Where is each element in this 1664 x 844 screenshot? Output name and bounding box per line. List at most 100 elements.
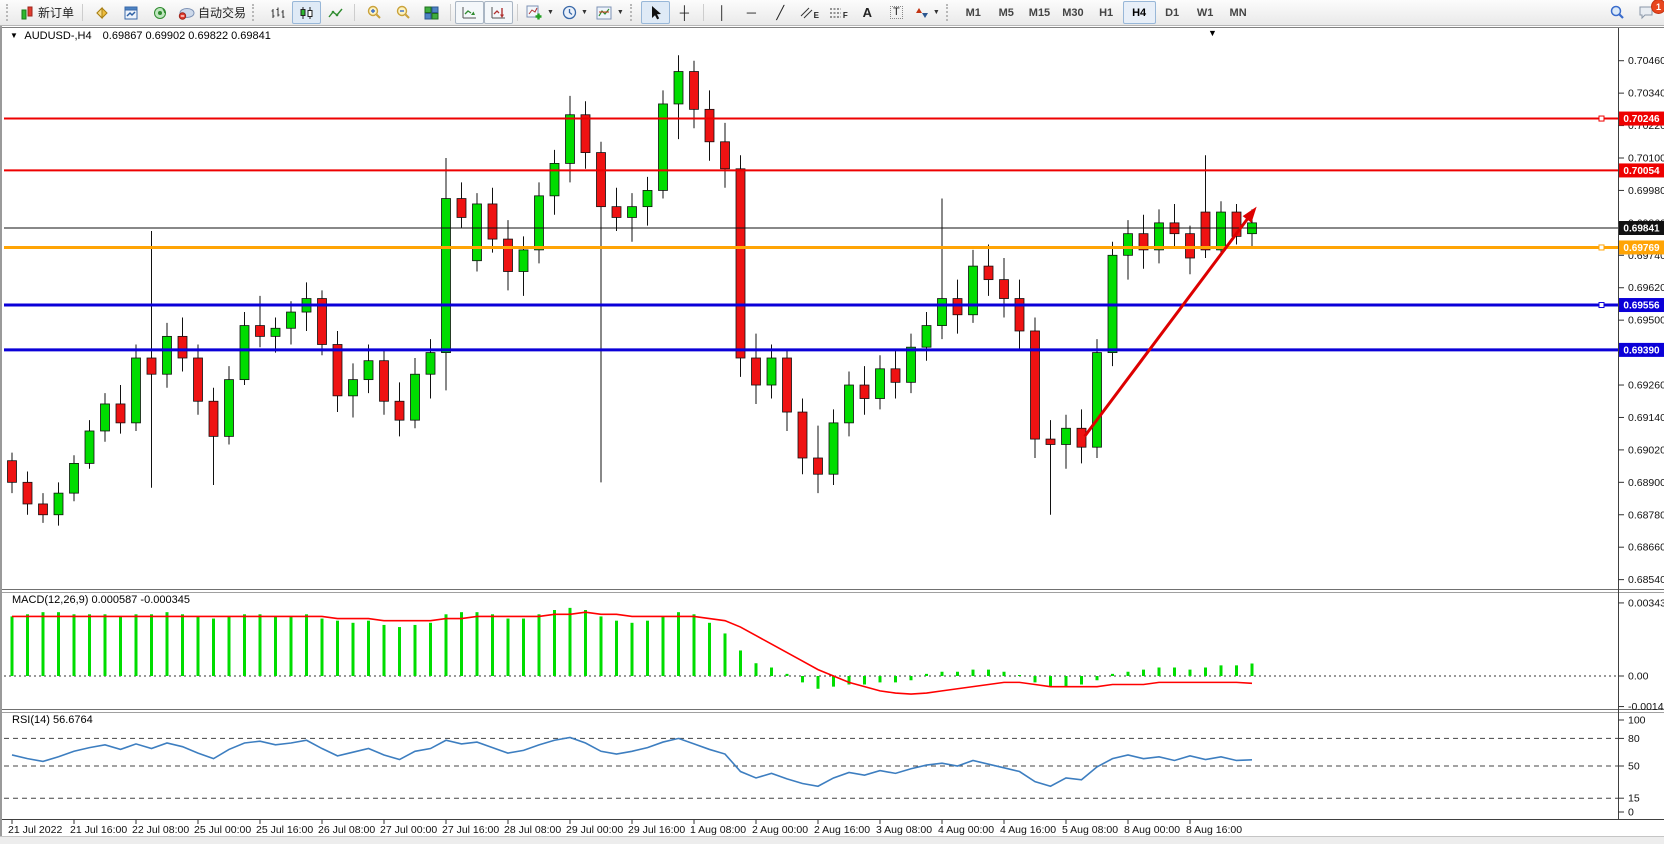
svg-text:0.69556: 0.69556 <box>1623 301 1660 312</box>
auto-trading-label: 自动交易 <box>198 6 247 20</box>
cursor-arrow-icon <box>652 6 662 20</box>
channel-tool-button[interactable]: E <box>795 1 824 24</box>
chart-shift-button[interactable] <box>484 1 514 24</box>
svg-text:0.70100: 0.70100 <box>1628 153 1664 165</box>
timeframe-label: M1 <box>965 6 981 19</box>
toolbar-grip[interactable] <box>6 4 13 21</box>
toolbar-grip[interactable] <box>252 4 259 21</box>
price-chart-canvas[interactable]: 0.704600.703400.702200.701000.699800.698… <box>2 26 1664 836</box>
vertical-line-icon: │ <box>718 5 727 20</box>
svg-text:0.69500: 0.69500 <box>1628 315 1664 327</box>
templates-button[interactable]: ▼ <box>592 1 628 24</box>
rsi-indicator-label: RSI(14) 56.6764 <box>12 714 93 726</box>
trendline-icon: ╱ <box>776 5 785 20</box>
cursor-tool-button[interactable] <box>640 1 670 24</box>
notifications-button[interactable]: 1 <box>1631 0 1664 24</box>
notification-badge: 1 <box>1651 0 1664 14</box>
timeframe-d1-button[interactable]: D1 <box>1156 1 1189 24</box>
bar-chart-icon <box>271 7 285 18</box>
search-button[interactable] <box>1602 1 1631 24</box>
svg-text:8 Aug 00:00: 8 Aug 00:00 <box>1124 824 1180 836</box>
crosshair-tool-button[interactable]: ┼ <box>670 1 699 24</box>
svg-text:0.69260: 0.69260 <box>1628 380 1664 392</box>
timeframe-mn-button[interactable]: MN <box>1222 1 1255 24</box>
chart-collapse-triangle-icon[interactable]: ▼ <box>10 31 18 40</box>
svg-text:0.00: 0.00 <box>1628 671 1649 683</box>
candlestick-mode-button[interactable] <box>292 1 322 24</box>
auto-trading-button[interactable]: 自动交易 <box>174 1 250 24</box>
separator <box>450 4 452 21</box>
timeframe-label: M15 <box>1028 6 1051 19</box>
channel-sub-label: E <box>813 11 820 20</box>
timeframe-label: W1 <box>1196 6 1214 19</box>
chart-title: ▼ AUDUSD-,H4 0.69867 0.69902 0.69822 0.6… <box>10 30 271 42</box>
bar-chart-mode-button[interactable] <box>263 1 292 24</box>
text-tool-button[interactable]: A <box>853 1 882 24</box>
zoom-out-icon <box>396 5 410 19</box>
signals-button[interactable] <box>145 1 174 24</box>
separator <box>82 4 84 21</box>
svg-text:0.69140: 0.69140 <box>1628 412 1664 424</box>
line-chart-mode-button[interactable] <box>321 1 350 24</box>
horizontal-line-tool-button[interactable]: ─ <box>737 1 766 24</box>
svg-text:100: 100 <box>1628 715 1646 727</box>
market-watch-button[interactable] <box>87 1 116 24</box>
equidistant-channel-icon <box>800 7 813 19</box>
one-click-trading-triangle-icon[interactable]: ▼ <box>1208 28 1217 38</box>
text-tool-icon: A <box>862 5 873 20</box>
periods-button[interactable]: ▼ <box>558 1 592 24</box>
timeframe-label: MN <box>1229 6 1247 19</box>
svg-text:0.69841: 0.69841 <box>1623 224 1660 235</box>
new-order-icon <box>21 6 33 19</box>
chevron-down-icon: ▼ <box>547 9 554 16</box>
svg-text:0.70460: 0.70460 <box>1628 55 1664 67</box>
chart-ohlc-values: 0.69867 0.69902 0.69822 0.69841 <box>102 30 271 42</box>
new-order-button[interactable]: 新订单 <box>17 1 78 24</box>
arrows-tool-button[interactable]: ▼ <box>911 1 944 24</box>
zoom-out-button[interactable] <box>388 1 417 24</box>
data-window-button[interactable] <box>116 1 145 24</box>
svg-text:0.70054: 0.70054 <box>1623 166 1660 177</box>
clock-icon <box>562 5 577 20</box>
fibonacci-sub-label: F <box>842 11 848 20</box>
tile-windows-icon <box>424 6 439 19</box>
svg-text:2 Aug 16:00: 2 Aug 16:00 <box>814 824 870 836</box>
timeframe-h1-button[interactable]: H1 <box>1090 1 1123 24</box>
templates-icon <box>596 6 612 19</box>
market-watch-icon <box>95 6 108 19</box>
svg-text:28 Jul 08:00: 28 Jul 08:00 <box>504 824 561 836</box>
new-order-label: 新订单 <box>38 6 75 20</box>
add-indicator-icon <box>526 5 542 20</box>
chevron-down-icon: ▼ <box>616 9 624 16</box>
toolbar-grip[interactable] <box>945 4 953 21</box>
auto-scroll-icon <box>462 6 477 18</box>
timeframe-m1-button[interactable]: M1 <box>957 1 990 24</box>
svg-text:4 Aug 16:00: 4 Aug 16:00 <box>1000 824 1056 836</box>
timeframe-h4-button[interactable]: H4 <box>1122 1 1156 24</box>
svg-text:21 Jul 16:00: 21 Jul 16:00 <box>70 824 127 836</box>
toolbar-grip[interactable] <box>629 4 637 21</box>
chart-shift-icon <box>491 6 506 18</box>
fibonacci-icon <box>829 8 841 18</box>
svg-text:3 Aug 08:00: 3 Aug 08:00 <box>876 824 932 836</box>
timeframe-m15-button[interactable]: M15 <box>1023 1 1056 24</box>
svg-text:-0.001436: -0.001436 <box>1628 701 1664 713</box>
fibonacci-tool-button[interactable]: F <box>824 1 853 24</box>
separator <box>517 4 519 21</box>
add-indicator-button[interactable]: ▼ <box>522 1 558 24</box>
trendline-tool-button[interactable]: ╱ <box>766 1 795 24</box>
search-icon <box>1610 5 1624 19</box>
vertical-line-tool-button[interactable]: │ <box>708 1 737 24</box>
auto-scroll-button[interactable] <box>455 1 485 24</box>
timeframe-m5-button[interactable]: M5 <box>990 1 1023 24</box>
svg-text:0.69980: 0.69980 <box>1628 185 1664 197</box>
zoom-in-button[interactable] <box>359 1 388 24</box>
timeframe-m30-button[interactable]: M30 <box>1056 1 1089 24</box>
tile-windows-button[interactable] <box>417 1 446 24</box>
timeframe-label: H4 <box>1132 6 1147 19</box>
text-label-tool-button[interactable]: T <box>882 1 911 24</box>
candlestick-icon <box>300 6 313 19</box>
timeframe-label: D1 <box>1165 6 1180 19</box>
timeframe-w1-button[interactable]: W1 <box>1189 1 1222 24</box>
